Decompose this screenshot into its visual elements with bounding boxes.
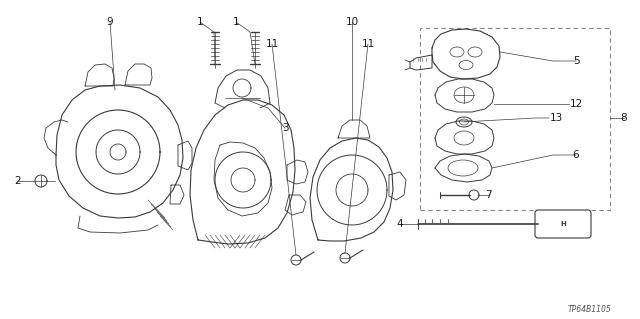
Text: 5: 5 (573, 56, 579, 66)
Text: 10: 10 (346, 17, 358, 27)
Text: 7: 7 (484, 190, 492, 200)
Text: 4: 4 (397, 219, 403, 229)
Text: 11: 11 (266, 39, 278, 49)
Text: 13: 13 (549, 113, 563, 123)
Text: 1: 1 (196, 17, 204, 27)
Text: 3: 3 (282, 123, 288, 133)
Text: 12: 12 (570, 99, 582, 109)
FancyBboxPatch shape (535, 210, 591, 238)
Text: 1: 1 (233, 17, 239, 27)
Text: 2: 2 (15, 176, 21, 186)
Text: 11: 11 (362, 39, 374, 49)
Text: H: H (560, 221, 566, 227)
Text: 9: 9 (107, 17, 113, 27)
Text: 8: 8 (621, 113, 627, 123)
Text: TP64B1105: TP64B1105 (568, 306, 612, 315)
Text: 6: 6 (573, 150, 579, 160)
Bar (420, 28, 610, 210)
